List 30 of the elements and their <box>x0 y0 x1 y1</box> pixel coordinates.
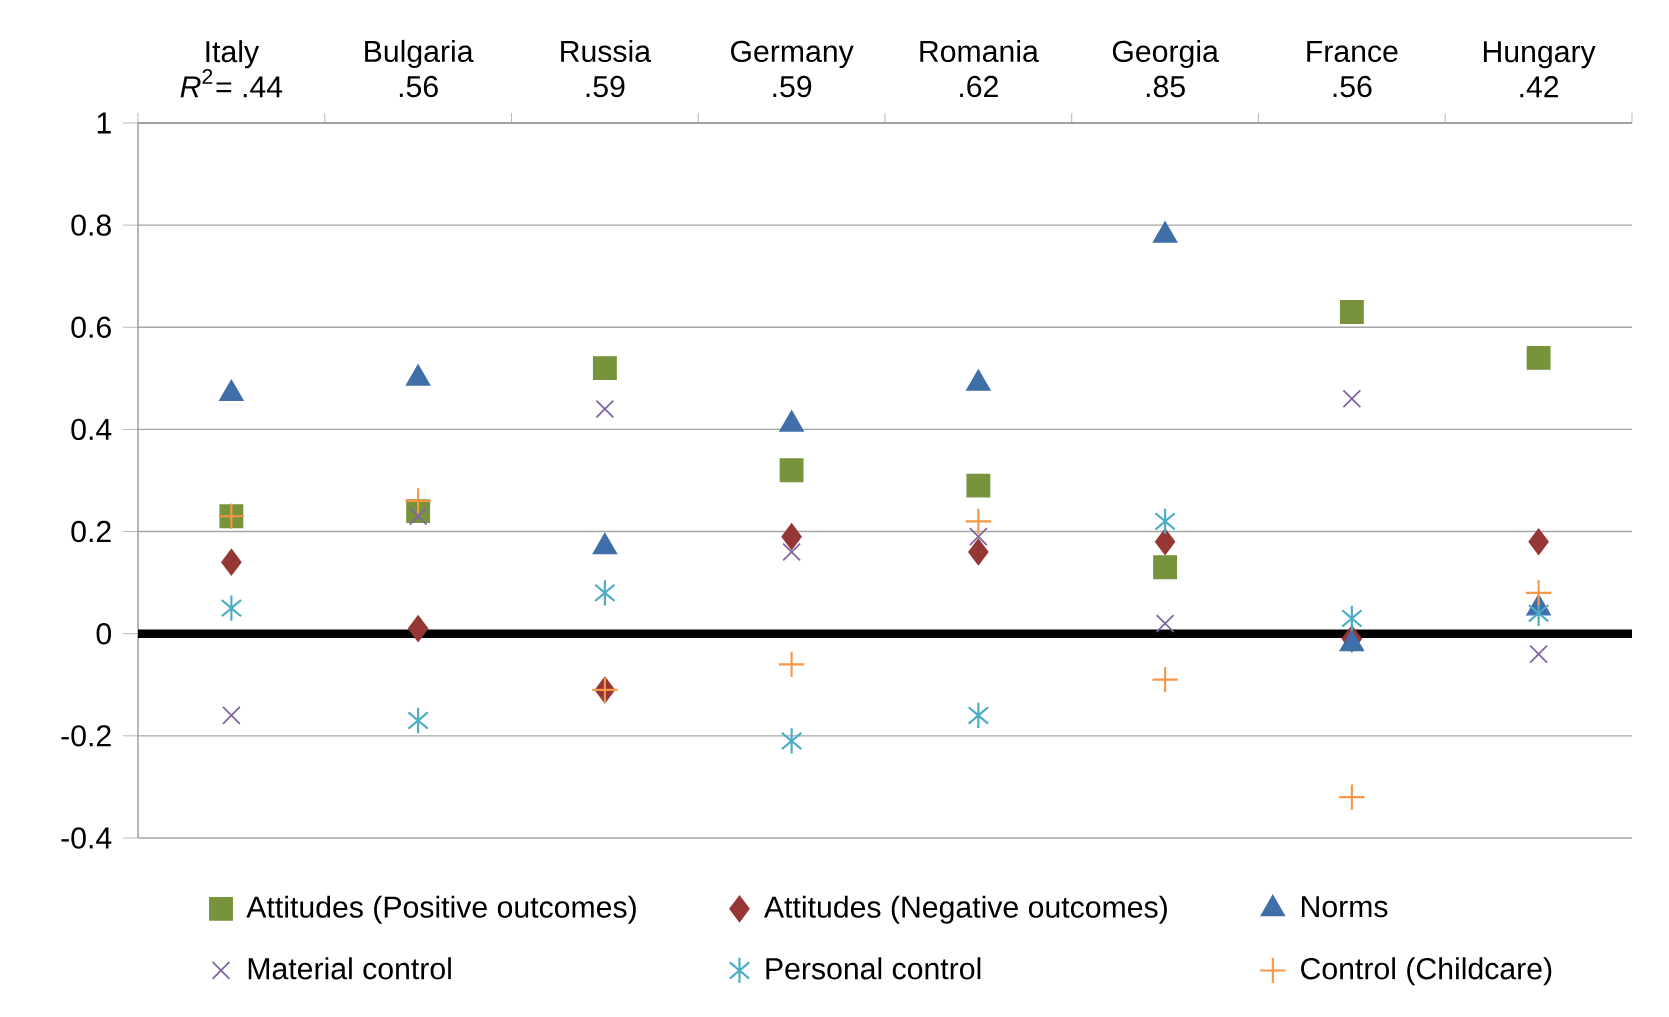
y-tick-label: 0 <box>96 622 112 645</box>
x-tick-label: Romania <box>920 39 1039 63</box>
x-tick-label: Georgia <box>1112 39 1219 69</box>
legend-label: Personal control <box>766 957 981 980</box>
legend-label: Control (Childcare) <box>1301 957 1552 986</box>
x-tick-label: Germany <box>731 40 854 69</box>
text: R$^{2}$= .44 <box>180 69 283 98</box>
text: .59 <box>586 75 625 98</box>
text: .59 <box>773 75 812 98</box>
x-tick-label: Bulgaria <box>365 39 474 69</box>
legend-label: Attitudes (Negative outcomes) <box>763 895 1167 924</box>
x-tick-label: Hungary <box>1483 41 1596 69</box>
legend-label: Attitudes (Positive outcomes) <box>246 895 636 924</box>
y-tick-label: 1 <box>97 112 111 134</box>
y-tick-label: 0.4 <box>71 418 112 441</box>
y-tick-label: -0.2 <box>61 725 111 747</box>
x-tick-label: Italy <box>206 40 260 69</box>
text: .85 <box>1146 75 1185 98</box>
y-tick-label: 0.8 <box>71 214 111 236</box>
y-tick-label: -0.4 <box>61 827 112 849</box>
text: .42 <box>1520 76 1559 98</box>
text: .56 <box>1333 75 1372 98</box>
text: .56 <box>399 75 438 98</box>
x-tick-label: France <box>1307 40 1398 63</box>
legend-label: Material control <box>248 957 451 980</box>
text: .62 <box>960 75 998 98</box>
legend-label: Norms <box>1302 896 1388 918</box>
x-tick-label: Russia <box>561 39 652 63</box>
y-tick-label: 0.2 <box>71 520 111 543</box>
y-tick-label: 0.6 <box>71 316 111 338</box>
